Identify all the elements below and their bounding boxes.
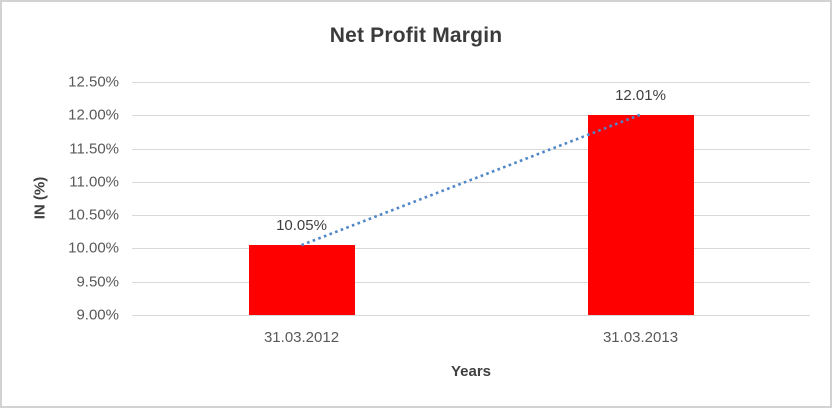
- y-tick-label: 11.00%: [69, 173, 119, 191]
- y-tick-label: 10.00%: [68, 239, 119, 257]
- bar: [248, 245, 355, 315]
- bar: [587, 114, 694, 315]
- y-axis-title: IN (%): [31, 176, 49, 220]
- gridline: [132, 281, 810, 283]
- x-axis-title: Years: [450, 363, 492, 380]
- gridline: [132, 148, 810, 150]
- y-tick-label: 9.00%: [76, 306, 119, 324]
- x-tick-label: 31.03.2012: [263, 329, 340, 346]
- x-tick-label: 31.03.2013: [602, 329, 679, 346]
- data-label: 10.05%: [276, 217, 327, 235]
- gridline: [132, 248, 810, 250]
- y-tick-label: 11.50%: [69, 140, 119, 158]
- y-tick-label: 12.00%: [68, 106, 119, 124]
- y-tick-label: 12.50%: [68, 73, 119, 91]
- gridline: [132, 181, 810, 183]
- chart-title: Net Profit Margin: [329, 24, 503, 47]
- gridline: [132, 82, 810, 83]
- gridline: [132, 215, 810, 217]
- y-tick-label: 10.50%: [68, 206, 119, 224]
- y-tick-label: 9.50%: [76, 273, 119, 291]
- trend-line: [301, 113, 641, 247]
- gridline: [132, 115, 810, 117]
- gridline: [132, 315, 810, 316]
- data-label: 12.01%: [615, 86, 666, 104]
